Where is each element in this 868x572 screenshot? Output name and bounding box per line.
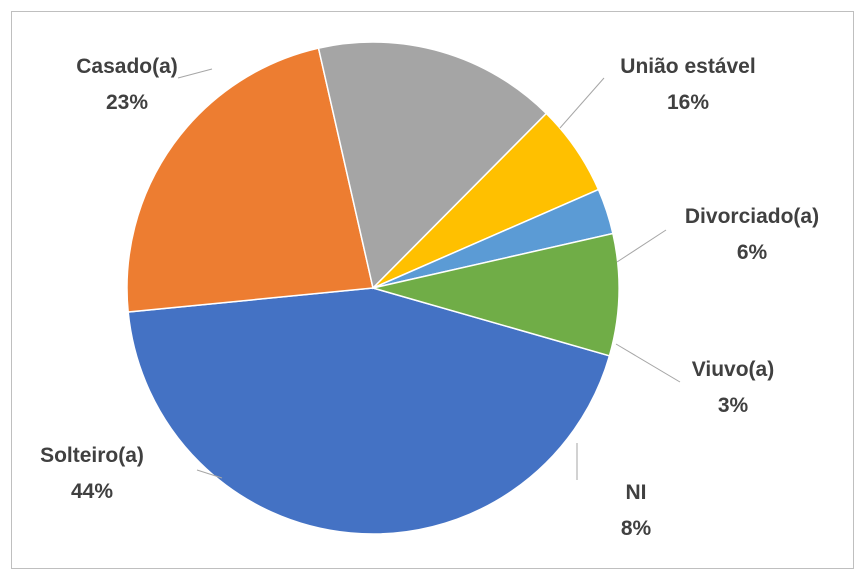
slice-label: Viuvo(a) (692, 358, 774, 381)
slice-label: União estável (620, 55, 755, 78)
slice-label: Solteiro(a) (40, 444, 144, 467)
pie-slice-ni (372, 232, 620, 357)
leader-line (177, 68, 213, 79)
slice-value-label: 23% (106, 91, 148, 114)
slice-label: Casado(a) (76, 55, 178, 78)
leader-line (559, 77, 605, 129)
slice-value-label: 6% (737, 241, 768, 264)
leader-line (615, 343, 681, 383)
pie-slice-uni-o-est-vel (317, 41, 548, 290)
slice-value-label: 8% (621, 517, 652, 540)
leader-line (616, 229, 667, 263)
slice-value-label: 44% (71, 480, 113, 503)
slice-value-label: 3% (718, 394, 749, 417)
slice-label: Divorciado(a) (685, 205, 819, 228)
slice-label: NI (626, 481, 647, 504)
pie-slice-casado-a (126, 47, 374, 313)
leader-line (196, 469, 223, 479)
pie-slice-solteiro-a (127, 287, 611, 535)
slice-value-label: 16% (667, 91, 709, 114)
